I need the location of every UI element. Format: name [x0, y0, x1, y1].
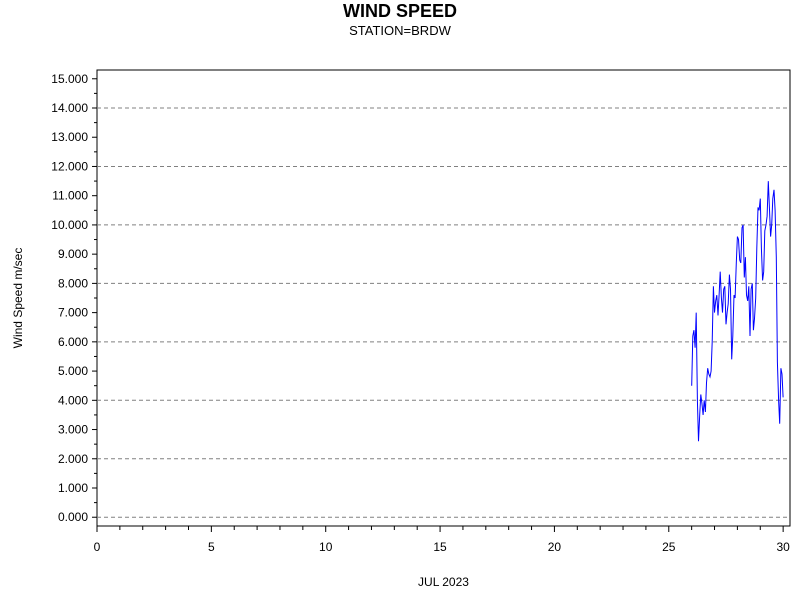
- gridlines: [97, 107, 790, 518]
- y-tick-label: 11.000: [52, 189, 88, 203]
- chart-subtitle: STATION=BRDW: [349, 23, 451, 38]
- y-tick-label: 3.000: [58, 423, 88, 437]
- x-tick-label: 25: [662, 540, 676, 554]
- y-axis: 0.000 1.000 2.000 3.000 4.000 5.000 6.000 7.000…: [51, 72, 97, 524]
- series-line-wind-speed: [691, 181, 784, 442]
- x-tick-label: 10: [319, 540, 333, 554]
- y-tick-label: 15.000: [51, 72, 88, 86]
- y-tick-label: 8.000: [58, 276, 88, 290]
- y-tick-label: 2.000: [58, 452, 88, 466]
- x-tick-label: 30: [776, 540, 790, 554]
- y-axis-label: Wind Speed m/sec: [11, 248, 25, 349]
- y-tick-label: 6.000: [58, 335, 88, 349]
- y-tick-label: 1.000: [58, 481, 88, 495]
- x-tick-label: 20: [548, 540, 562, 554]
- y-tick-label: 7.000: [58, 306, 88, 320]
- x-axis: 0 5 10 15 20 25 30: [94, 526, 790, 554]
- y-tick-label: 0.000: [58, 510, 88, 524]
- plot-frame: [96, 69, 791, 527]
- y-tick-label: 12.000: [51, 159, 88, 173]
- y-tick-label: 4.000: [58, 393, 88, 407]
- y-tick-label: 5.000: [58, 364, 88, 378]
- chart-title: WIND SPEED: [342, 1, 457, 21]
- x-tick-label: 5: [208, 540, 215, 554]
- y-tick-label: 9.000: [58, 247, 88, 261]
- x-tick-label: 0: [94, 540, 101, 554]
- x-axis-label: JUL 2023: [418, 575, 469, 589]
- y-tick-label: 10.000: [51, 218, 88, 232]
- y-tick-label: 14.000: [51, 101, 88, 115]
- x-tick-label: 15: [433, 540, 447, 554]
- y-tick-label: 13.000: [51, 130, 88, 144]
